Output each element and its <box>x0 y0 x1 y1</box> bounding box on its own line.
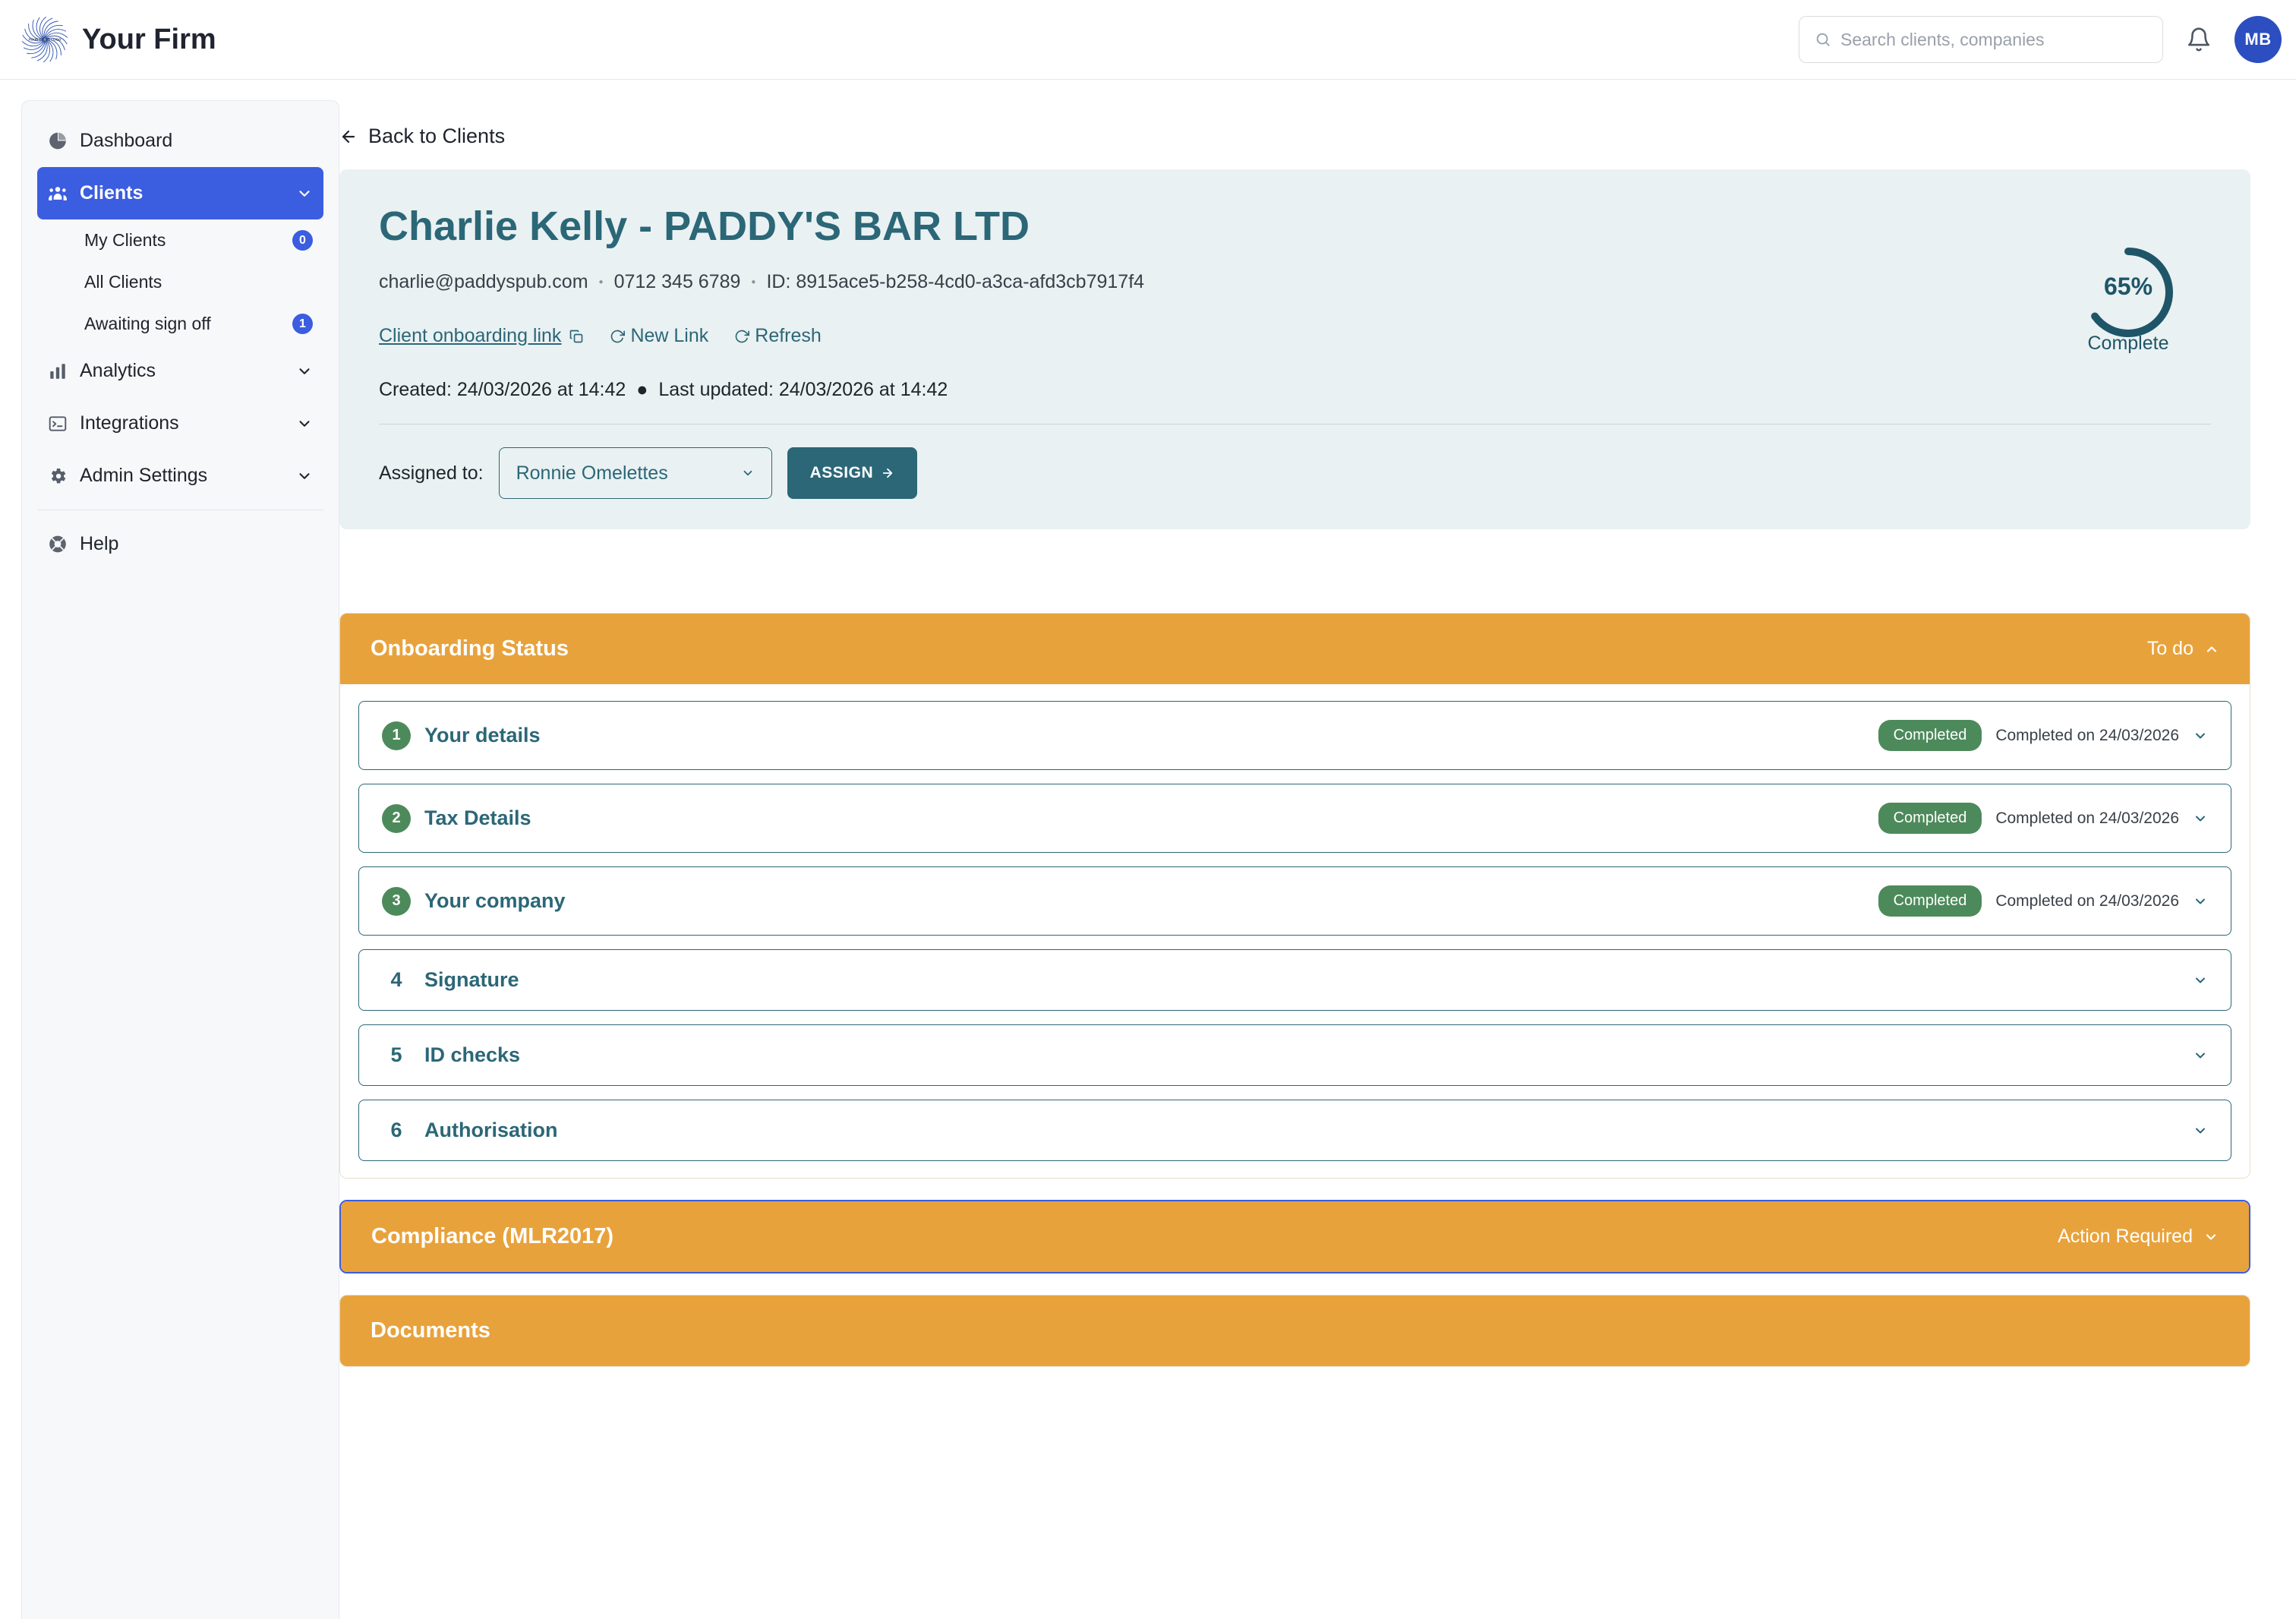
svg-text:YOUR FIRMS LOGO: YOUR FIRMS LOGO <box>28 37 62 41</box>
